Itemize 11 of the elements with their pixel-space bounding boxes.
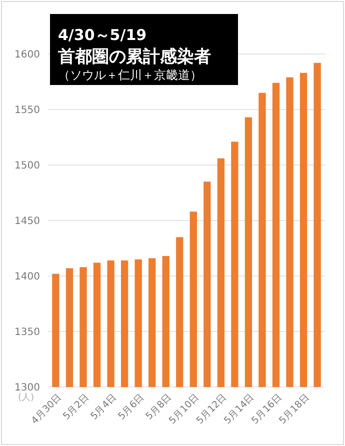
y-tick-label: 1350 (14, 327, 40, 338)
annotation: （ソウル＋仁川＋京畿道） (58, 68, 202, 82)
y-tick-label: 1300 (14, 382, 40, 394)
y-axis-title: (人) (18, 392, 34, 403)
y-tick-label: 1600 (14, 50, 40, 60)
chart-title: 首都圏の累計感染者 (57, 47, 211, 67)
y-tick-label: 1550 (14, 105, 40, 116)
y-tick-label: 1400 (14, 272, 40, 282)
y-tick-label: 1450 (14, 216, 40, 227)
y-tick-label: 1500 (14, 160, 40, 172)
chart-subtitle: 4/30～5/19 (58, 26, 147, 44)
